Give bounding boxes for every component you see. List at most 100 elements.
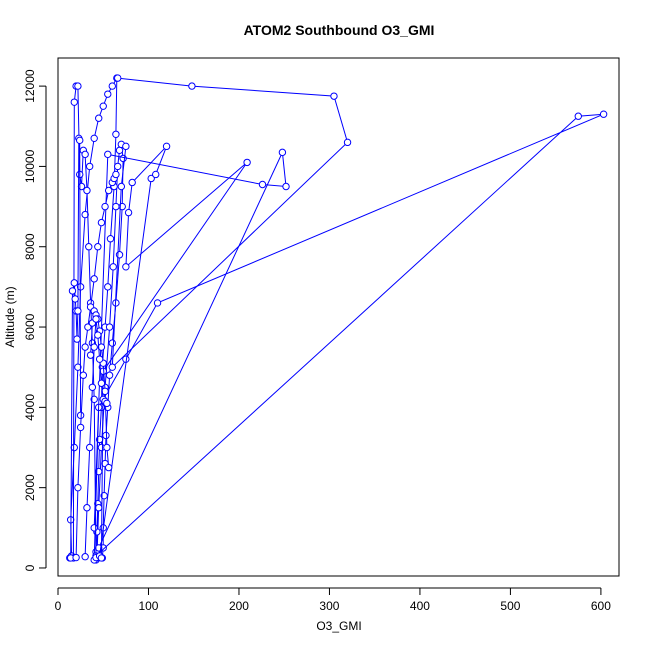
data-point (343, 138, 352, 147)
data-point (68, 287, 77, 295)
data-point (90, 524, 98, 532)
data-point (103, 399, 111, 408)
data-point (104, 150, 112, 159)
data-point (330, 92, 338, 100)
data-point (114, 74, 122, 82)
data-point (243, 158, 251, 167)
data-point (258, 180, 267, 189)
data-point (95, 504, 103, 512)
data-point (147, 174, 155, 183)
data-point (84, 323, 92, 331)
data-point (99, 102, 107, 110)
y-tick-label: 4000 (23, 394, 37, 421)
data-point (106, 234, 115, 243)
data-point (74, 483, 82, 492)
data-point (94, 243, 102, 251)
series-line (111, 77, 349, 369)
x-axis-label: O3_GMI (316, 619, 361, 633)
data-point (70, 279, 78, 287)
plot-frame (57, 57, 620, 577)
y-tick-label: 10000 (23, 149, 37, 183)
data-point (90, 395, 98, 404)
data-point (90, 134, 98, 143)
data-point (114, 162, 122, 171)
data-point (574, 112, 582, 120)
data-point (85, 243, 93, 251)
data-point (81, 343, 89, 351)
data-point (74, 82, 82, 90)
data-point (162, 142, 171, 151)
data-point (72, 553, 80, 562)
data-point (115, 146, 124, 155)
data-point (76, 423, 85, 432)
data-point (71, 295, 79, 303)
data-point (70, 98, 78, 106)
y-tick-label: 0 (23, 564, 37, 571)
data-point (105, 323, 114, 331)
data-point (81, 210, 89, 219)
data-point (108, 82, 116, 90)
data-point (109, 263, 117, 271)
series-line (93, 113, 604, 560)
data-point (74, 363, 82, 371)
data-point (112, 170, 120, 179)
data-point (73, 335, 81, 343)
data-point (104, 283, 112, 291)
y-tick-label: 6000 (23, 313, 37, 340)
data-point (112, 130, 120, 138)
data-point (86, 351, 95, 359)
data-point (117, 182, 126, 191)
data-point (599, 110, 608, 118)
x-tick-label: 600 (591, 599, 611, 613)
x-tick-label: 300 (319, 599, 339, 613)
series-line (93, 150, 287, 549)
data-point (108, 363, 116, 371)
data-point (81, 150, 89, 159)
data-point (108, 339, 116, 347)
data-point (90, 343, 98, 351)
data-point (94, 331, 102, 339)
data-point (95, 114, 103, 122)
chart-title: ATOM2 Southbound O3_GMI (244, 22, 435, 38)
data-point (74, 307, 82, 315)
data-point (85, 443, 94, 452)
data-point (88, 383, 97, 391)
data-point (153, 299, 162, 307)
data-point (97, 379, 106, 387)
data-point (85, 162, 94, 171)
x-tick-label: 0 (55, 599, 62, 613)
data-point (81, 553, 89, 561)
x-tick-label: 100 (138, 599, 158, 613)
data-point (104, 90, 112, 98)
data-point (278, 148, 287, 157)
x-axis: 0 100 200 300 400 500 600 (55, 587, 611, 613)
y-axis: 0 2000 4000 6000 8000 10000 12000 (23, 69, 47, 571)
data-point (90, 275, 98, 283)
x-tick-label: 200 (229, 599, 249, 613)
data-point (103, 443, 111, 452)
data-point (119, 154, 127, 163)
data-point (70, 443, 78, 452)
data-point (128, 178, 136, 187)
data-point (104, 463, 113, 472)
data-point (79, 371, 88, 379)
data-point (83, 504, 91, 512)
data-point (112, 202, 120, 211)
y-tick-label: 2000 (23, 474, 37, 501)
y-tick-label: 12000 (23, 69, 37, 103)
data-point (105, 371, 114, 379)
data-point (282, 182, 290, 191)
data-point (101, 202, 109, 211)
data-point (122, 142, 130, 151)
data-point (92, 315, 100, 323)
series-layer (66, 74, 608, 564)
data-point (76, 136, 84, 145)
data-point (104, 186, 113, 195)
data-point (97, 554, 106, 562)
y-axis-label: Altitude (m) (3, 286, 17, 347)
data-point (97, 218, 106, 227)
data-point (124, 208, 133, 217)
data-point (122, 263, 130, 271)
x-tick-label: 500 (500, 599, 520, 613)
